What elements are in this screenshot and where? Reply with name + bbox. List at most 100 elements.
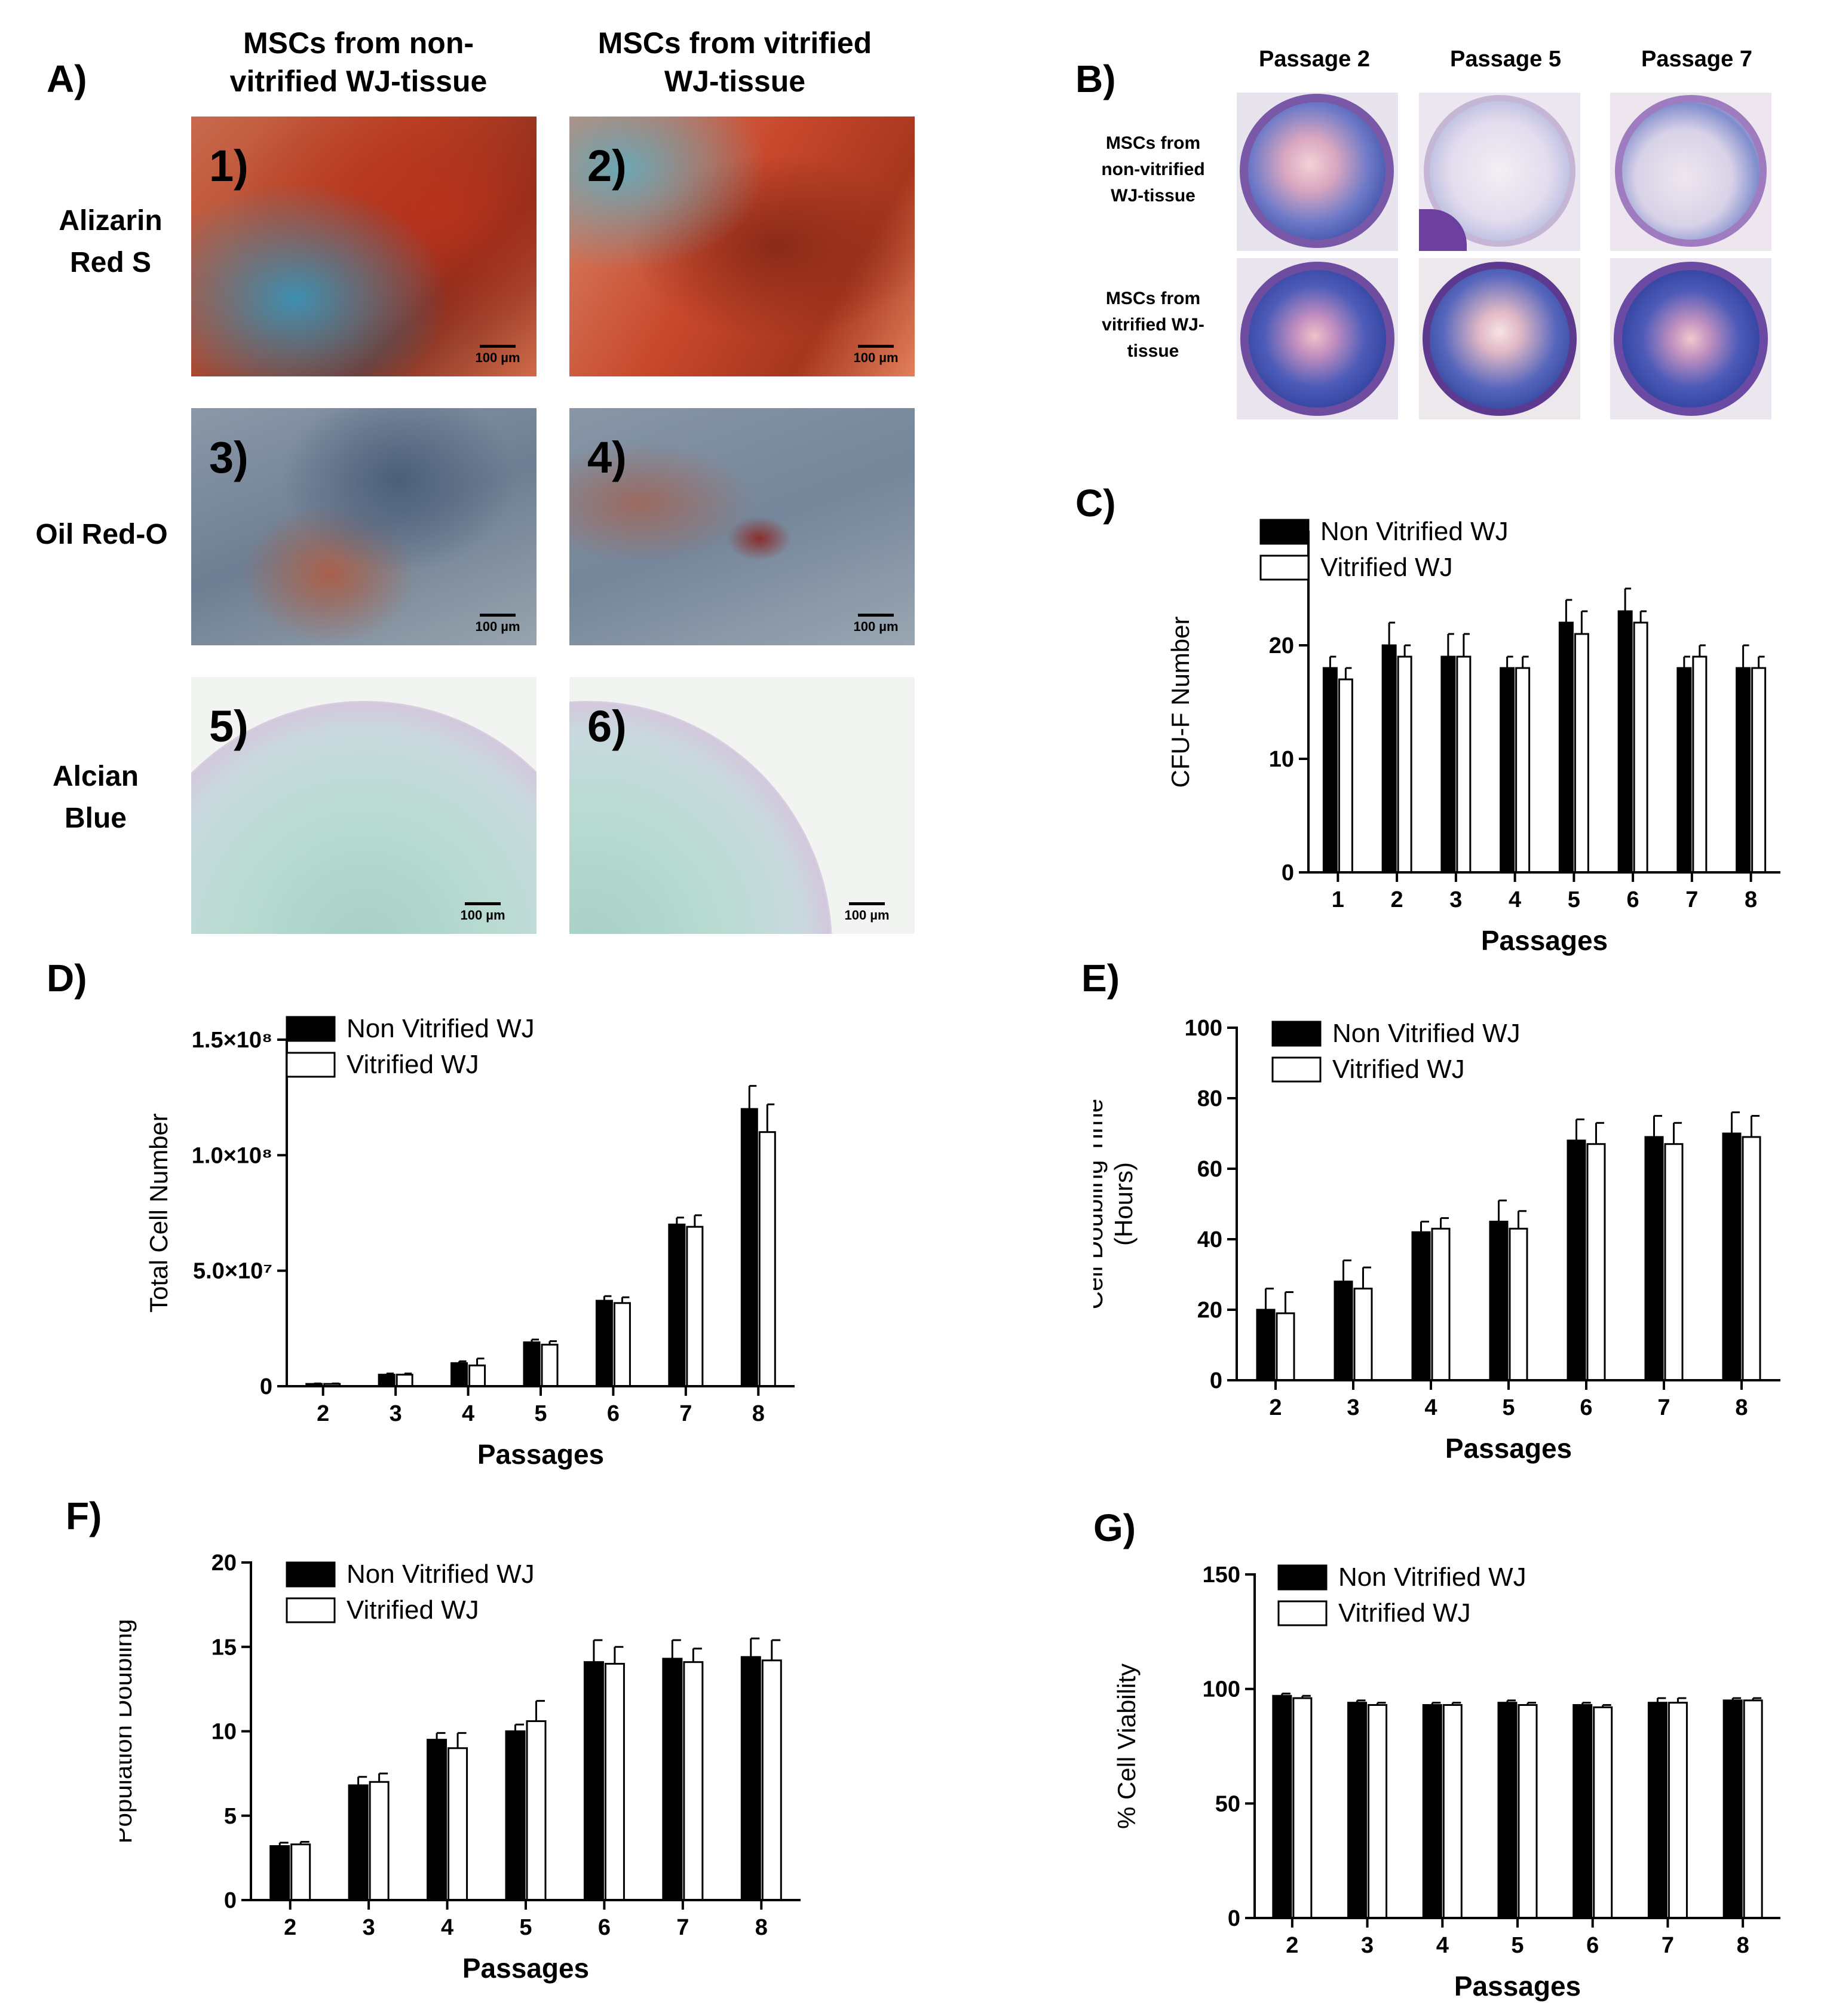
bar xyxy=(369,1781,390,1901)
bar xyxy=(505,1730,526,1901)
x-tick-label: 2 xyxy=(1391,887,1403,912)
cfu-well-non-vitrified-p5 xyxy=(1419,93,1580,251)
y-tick-label: 0 xyxy=(260,1374,272,1399)
y-tick-label: 5.0×10⁷ xyxy=(193,1259,272,1284)
panel-label-b: B) xyxy=(1075,57,1116,100)
legend-label: Vitrified WJ xyxy=(1338,1598,1471,1628)
bar xyxy=(396,1374,413,1387)
bar xyxy=(1500,667,1515,874)
x-tick-label: 6 xyxy=(598,1915,611,1940)
bar xyxy=(583,1661,604,1901)
row-label-line: WJ-tissue xyxy=(1111,186,1196,206)
x-tick-label: 5 xyxy=(1511,1933,1524,1958)
legend-label: Vitrified WJ xyxy=(1320,553,1453,582)
bar xyxy=(1442,1704,1463,1919)
chart-f-population-doubling: 0 5 10 15 20 2 3 4 5 6 7 8 Passages Population Doubli… xyxy=(119,1551,801,1984)
bar xyxy=(668,1223,686,1387)
tile-number: 1) xyxy=(209,141,249,191)
tile-number: 6) xyxy=(587,701,627,751)
y-tick-label: 80 xyxy=(1197,1086,1222,1111)
bar xyxy=(1736,667,1751,874)
bar xyxy=(468,1364,486,1387)
bar xyxy=(1586,1143,1606,1381)
scale-bar-label: 100 µm xyxy=(844,908,890,923)
x-axis-label: Passages xyxy=(462,1953,589,1984)
bar xyxy=(1368,1704,1388,1919)
y-axis-label: Cell Doubling Time xyxy=(1093,1099,1108,1310)
bar xyxy=(1742,1136,1761,1381)
bar xyxy=(523,1341,541,1387)
row-label-line: non-vitrified xyxy=(1101,160,1205,179)
panel-label-e: E) xyxy=(1081,957,1120,1000)
y-tick-label: 10 xyxy=(1269,747,1294,772)
micrograph-alizarin-vitrified: 2) 100 µm xyxy=(569,117,915,376)
y-tick-label: 100 xyxy=(1185,1016,1222,1041)
bar xyxy=(740,1656,761,1901)
legend-swatch xyxy=(1259,554,1310,581)
bar xyxy=(1567,1139,1586,1381)
panel-label-f: F) xyxy=(66,1494,102,1537)
col-header-line: vitrified WJ-tissue xyxy=(229,65,488,98)
y-tick-label: 0 xyxy=(224,1888,237,1913)
bar xyxy=(1489,1221,1509,1381)
bar xyxy=(1574,633,1589,874)
bar xyxy=(1256,1309,1276,1381)
legend-swatch xyxy=(1277,1600,1328,1626)
scale-bar-label: 100 µm xyxy=(460,908,505,923)
legend-label: Non Vitrified WJ xyxy=(1338,1562,1526,1592)
panel-b-col-header-p2: Passage 2 xyxy=(1259,47,1370,72)
y-tick-label: 150 xyxy=(1203,1562,1240,1588)
panel-a-col-header-non-vitrified: MSCs from non- vitrified WJ-tissue xyxy=(179,24,538,100)
legend-swatch xyxy=(1259,519,1310,545)
x-tick-label: 5 xyxy=(519,1915,532,1940)
x-tick-label: 6 xyxy=(1627,887,1639,912)
bar xyxy=(1633,621,1648,874)
bar xyxy=(1664,1143,1684,1381)
x-tick-label: 2 xyxy=(284,1915,296,1940)
legend-label: Non Vitrified WJ xyxy=(347,1560,535,1589)
bar xyxy=(1347,1702,1368,1919)
x-axis-label: Passages xyxy=(1445,1433,1572,1464)
row-label-line: MSCs from xyxy=(1105,289,1201,308)
bar xyxy=(662,1657,683,1901)
legend-swatch xyxy=(286,1016,336,1042)
row-label-line: Alizarin xyxy=(59,205,163,237)
x-tick-label: 3 xyxy=(1449,887,1462,912)
y-tick-label: 0 xyxy=(1210,1368,1222,1393)
bar xyxy=(1751,667,1767,874)
bar xyxy=(447,1747,468,1901)
row-label-line: tissue xyxy=(1127,341,1179,361)
scale-bar-label: 100 µm xyxy=(475,350,520,365)
legend-label: Vitrified WJ xyxy=(347,1050,479,1079)
x-tick-label: 8 xyxy=(752,1401,765,1426)
scale-bar: 100 µm xyxy=(471,345,525,366)
row-label-line: Blue xyxy=(64,802,127,834)
micrograph-alcian-vitrified: 6) 100 µm xyxy=(569,677,915,934)
row-label-alizarin: Alizarin Red S xyxy=(36,200,185,284)
row-label-line: MSCs from xyxy=(1105,133,1201,153)
bar xyxy=(604,1663,625,1901)
cfu-well-non-vitrified-p2 xyxy=(1237,93,1398,251)
bar xyxy=(1647,1702,1667,1919)
tile-number: 3) xyxy=(209,433,249,482)
x-tick-label: 4 xyxy=(462,1401,474,1426)
bar xyxy=(686,1225,704,1387)
y-tick-label: 5 xyxy=(224,1804,237,1829)
y-tick-label: 15 xyxy=(211,1635,237,1660)
scale-bar-label: 100 µm xyxy=(853,619,899,634)
bar xyxy=(740,1108,758,1387)
bar xyxy=(541,1343,559,1387)
bar xyxy=(1440,655,1456,874)
panel-b-col-header-p7: Passage 7 xyxy=(1641,47,1752,72)
x-tick-label: 6 xyxy=(1580,1395,1592,1420)
scale-bar-label: 100 µm xyxy=(853,350,899,365)
row-label-line: Oil Red-O xyxy=(35,519,168,550)
bar xyxy=(1334,1280,1353,1381)
y-tick-label: 60 xyxy=(1197,1157,1222,1182)
y-axis-label: % Cell Viability xyxy=(1112,1663,1141,1829)
tile-number: 5) xyxy=(209,701,249,751)
bar xyxy=(595,1300,613,1387)
cfu-well-vitrified-p7 xyxy=(1610,258,1771,419)
x-tick-label: 5 xyxy=(1568,887,1580,912)
